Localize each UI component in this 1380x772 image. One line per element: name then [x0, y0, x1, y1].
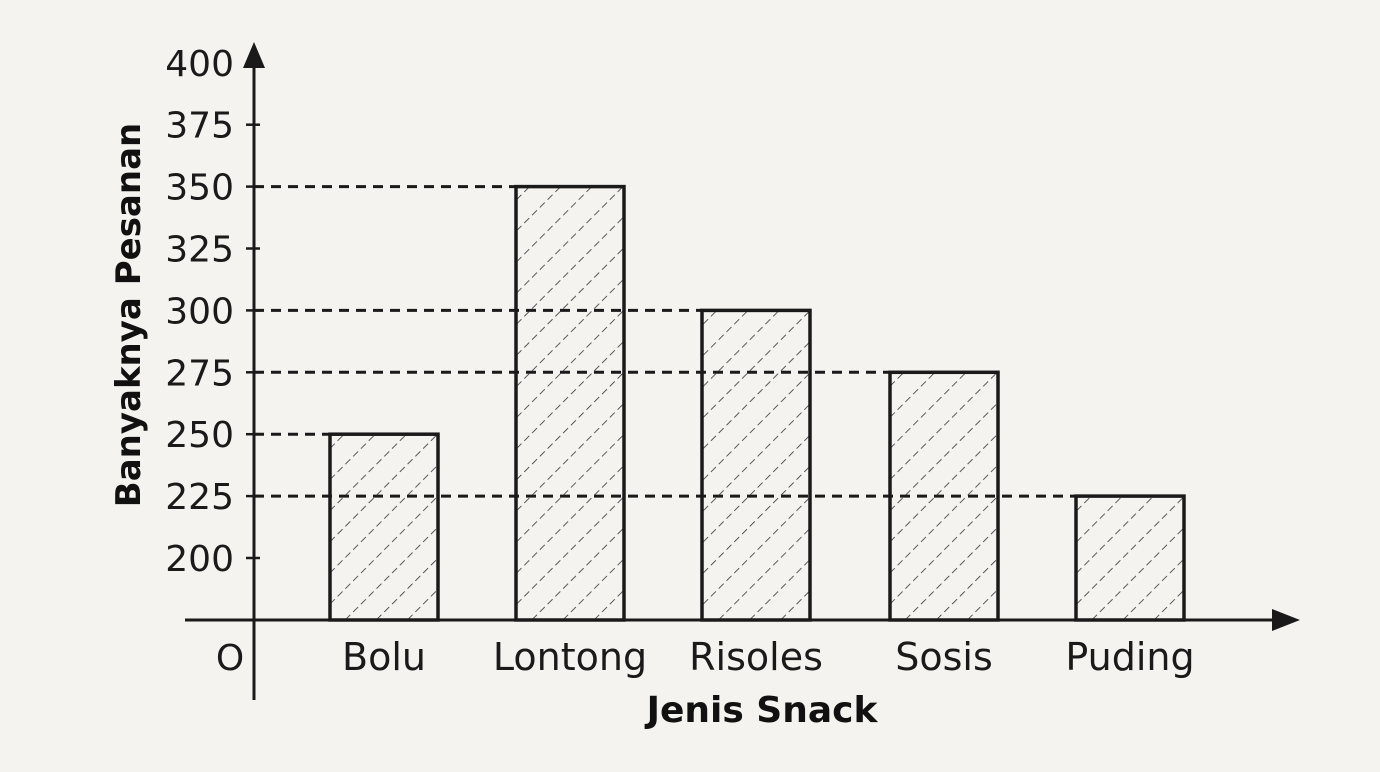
- y-axis-title: Banyaknya Pesanan: [109, 123, 149, 507]
- y-ticks: 200 225 250 275 300 325 350 375 400: [165, 44, 260, 580]
- category-label: Puding: [1065, 635, 1194, 679]
- bar-lontong: [514, 184, 626, 622]
- bar-sosis: [888, 370, 1000, 622]
- bar-bolu: [328, 432, 440, 622]
- y-tick-label: 275: [165, 353, 234, 394]
- x-axis-arrow: [1272, 609, 1300, 631]
- y-tick-label: 200: [165, 539, 234, 580]
- origin-label: O: [216, 638, 244, 679]
- bar-risoles: [700, 308, 812, 622]
- category-label: Risoles: [689, 635, 823, 679]
- x-axis-title: Jenis Snack: [644, 690, 879, 731]
- y-axis-arrow: [243, 42, 265, 68]
- category-label: Lontong: [493, 635, 647, 679]
- y-tick-label: 375: [165, 106, 234, 147]
- y-tick-label: 300: [165, 291, 234, 332]
- category-labels: Bolu Lontong Risoles Sosis Puding: [342, 635, 1195, 679]
- y-tick-label: 325: [165, 230, 234, 271]
- y-tick-label: 400: [165, 44, 234, 85]
- y-tick-label: 225: [165, 477, 234, 518]
- bar-puding: [1074, 494, 1186, 622]
- y-tick-label: 250: [165, 415, 234, 456]
- category-label: Bolu: [342, 635, 426, 679]
- category-label: Sosis: [895, 635, 993, 679]
- y-tick-label: 350: [165, 168, 234, 209]
- bars: [328, 184, 1186, 622]
